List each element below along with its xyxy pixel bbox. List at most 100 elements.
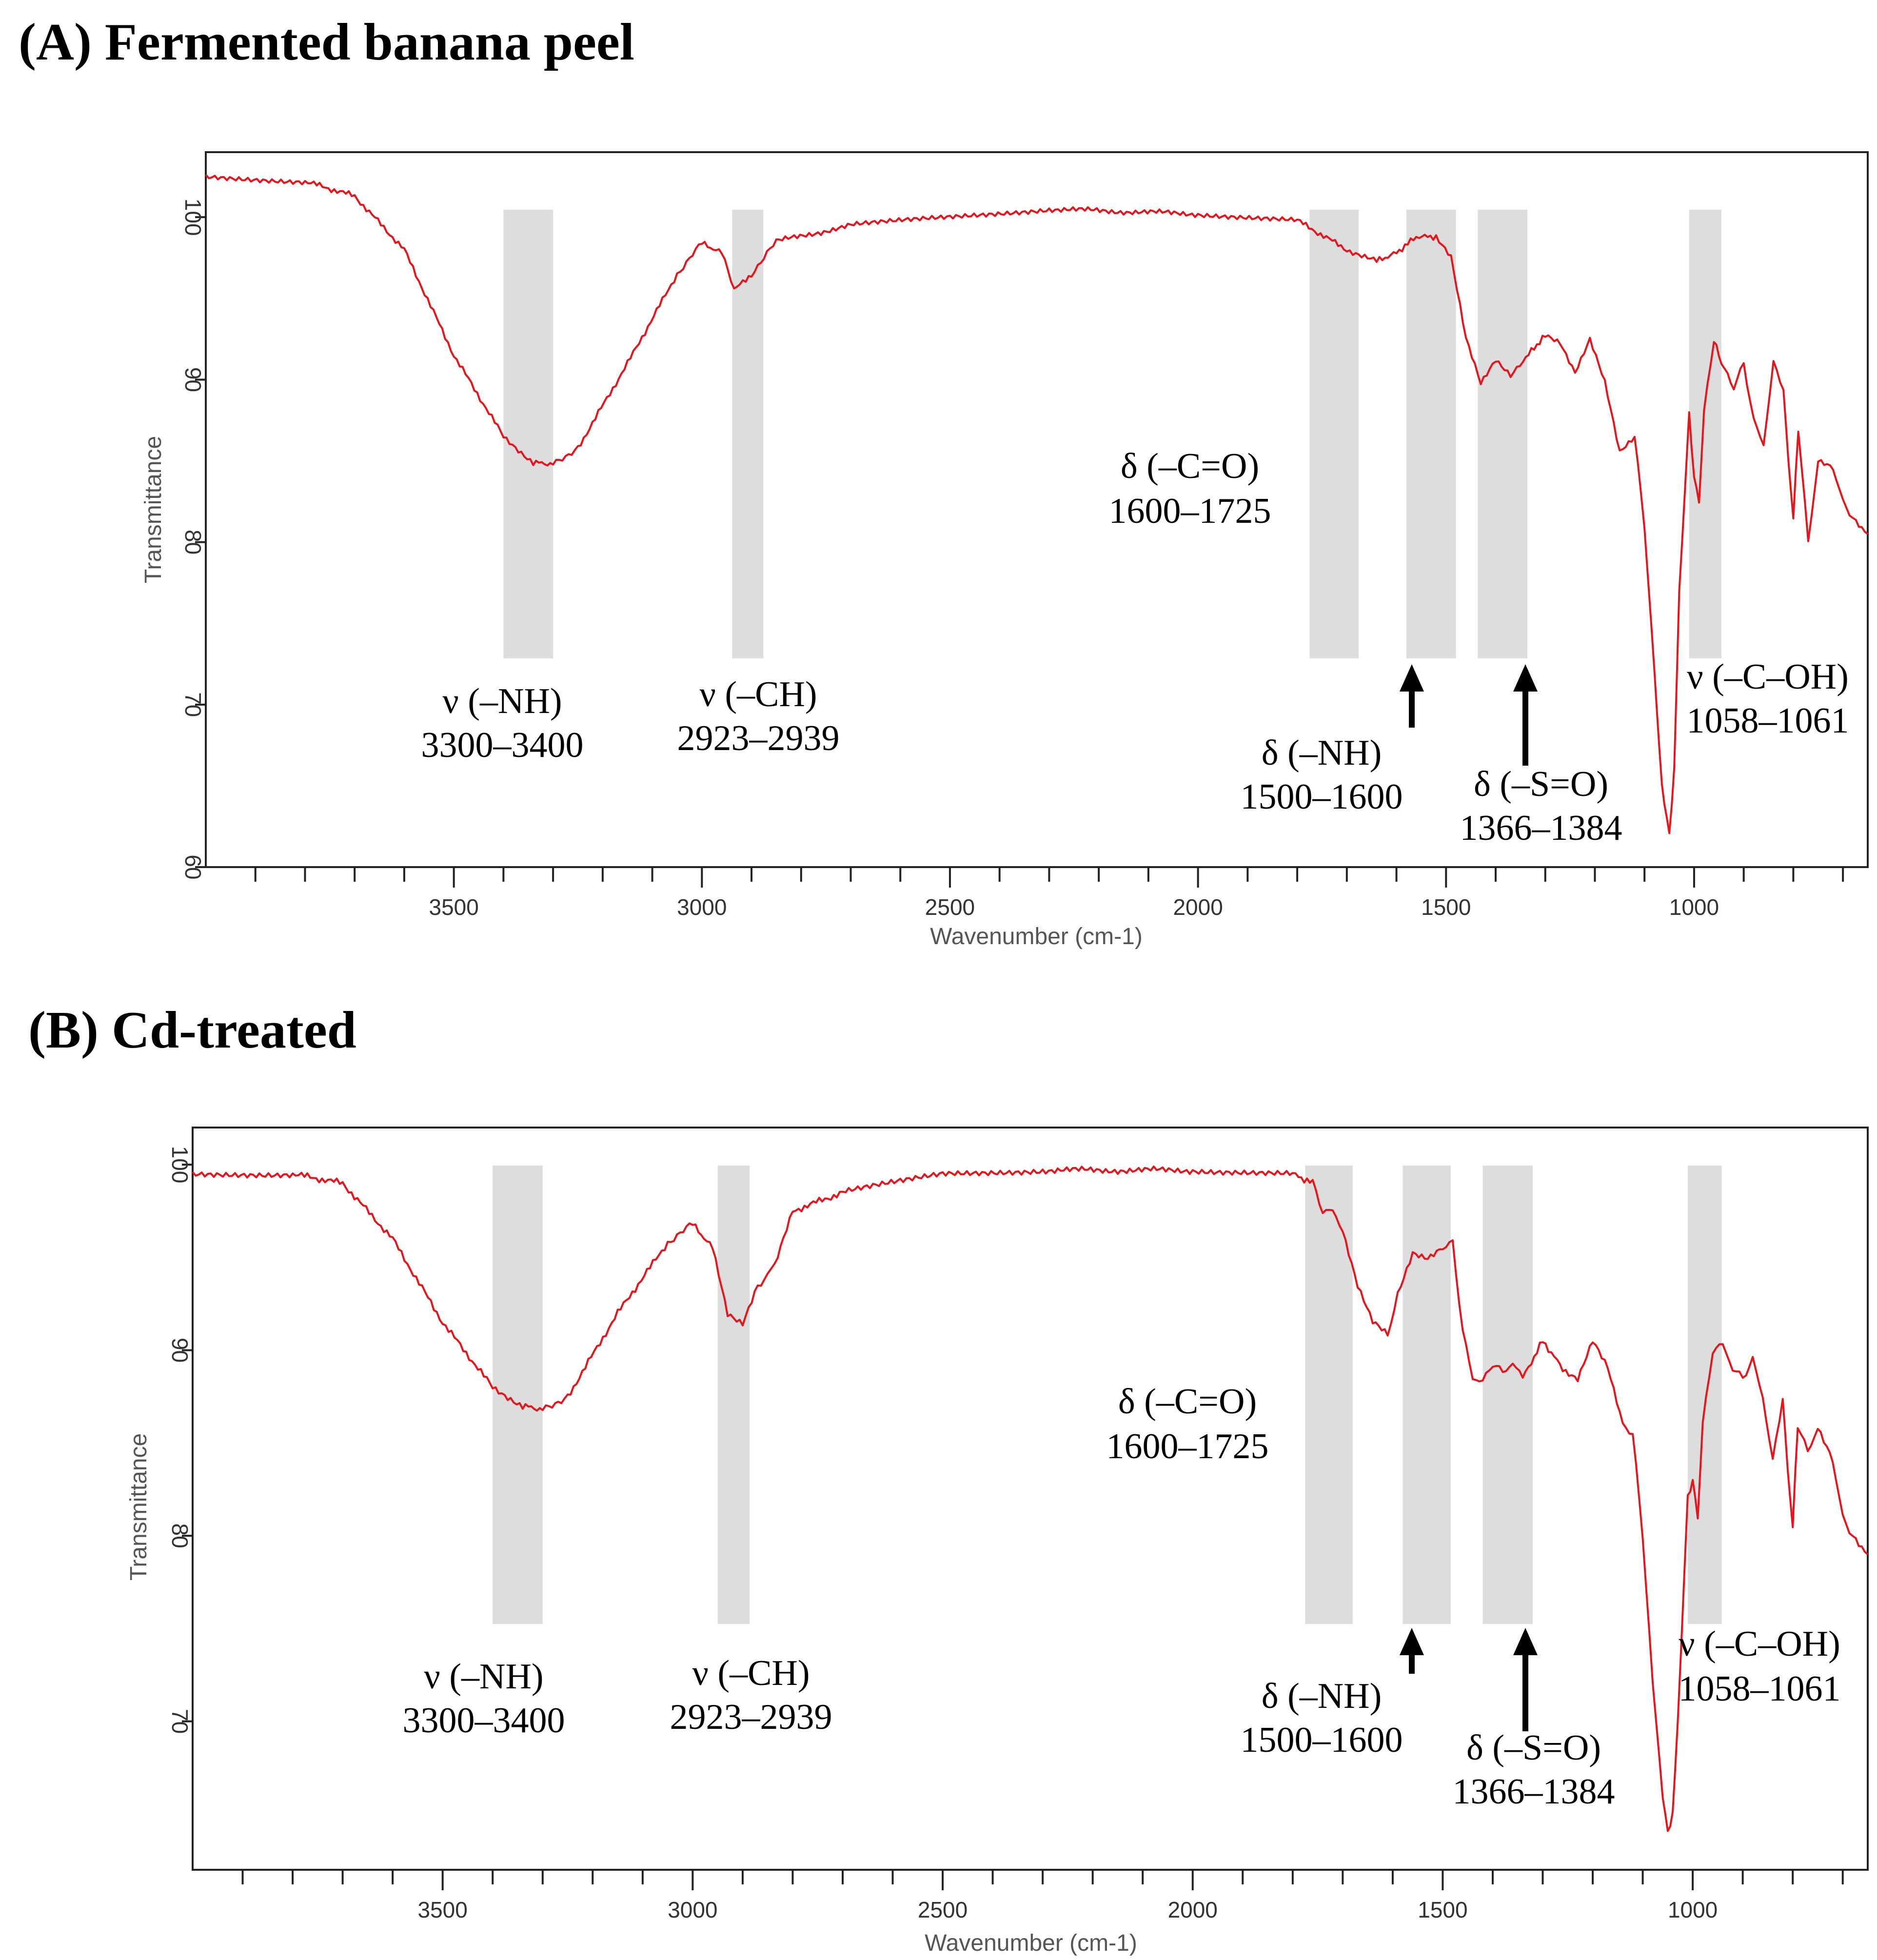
ann-group: (–NH) (449, 1657, 543, 1697)
absorption-band-1 (503, 210, 553, 658)
y-tick-label: 90 (180, 367, 206, 392)
arrow-up-icon (1400, 1628, 1424, 1655)
panel-b-annotation-coh-stretch: ν (–C–OH) 1058–1061 (1679, 1624, 1841, 1709)
panel-a-annotation-ch-stretch: ν (–CH) 2923–2939 (677, 674, 840, 758)
x-tick-label: 3500 (429, 894, 478, 920)
ann-range: 2923–2939 (677, 718, 840, 758)
ann-symbol: ν (424, 1657, 440, 1697)
ann-group: (–C=O) (1144, 1382, 1257, 1422)
panel-b-y-axis-title: Transmittance (126, 1433, 152, 1581)
ann-symbol: ν (692, 1653, 708, 1693)
x-tick-label: 3500 (418, 1897, 468, 1922)
panel-b-annotation-co-bend: δ (–C=O) 1600–1725 (1106, 1382, 1269, 1466)
svg-text:ν (–NH): ν (–NH) (442, 681, 562, 721)
panel-b-annotation-ch-stretch: ν (–CH) 2923–2939 (670, 1653, 832, 1737)
ann-range: 1058–1061 (1679, 1669, 1841, 1709)
ann-symbol: δ (1262, 733, 1279, 773)
svg-text:δ (–C=O): δ (–C=O) (1118, 1382, 1257, 1422)
svg-text:δ (–C=O): δ (–C=O) (1121, 446, 1259, 486)
panel-b-title: (B) Cd-treated (28, 1001, 356, 1059)
absorption-band-3 (1305, 1166, 1353, 1624)
absorption-band-5 (1478, 210, 1528, 658)
absorption-band-1 (493, 1166, 543, 1624)
absorption-band-5 (1482, 1166, 1533, 1624)
arrow-up-icon (1513, 664, 1538, 692)
ann-range: 1366–1384 (1453, 1772, 1615, 1812)
panel-a-x-axis-title: Wavenumber (cm-1) (930, 924, 1143, 950)
svg-text:ν (–C–OH): ν (–C–OH) (1687, 657, 1849, 697)
ann-symbol: ν (1679, 1624, 1695, 1664)
absorption-band-6 (1687, 1166, 1722, 1624)
ann-group: (–NH) (1287, 1676, 1382, 1716)
arrow-up-icon (1400, 664, 1424, 692)
panel-a-ticks: 3500 3000 2500 2000 1500 1000 60 70 80 90 100 (180, 198, 1844, 920)
panel-b: (B) Cd-treated 3500 3000 2500 2000 1500 1000 7… (28, 1001, 1869, 1956)
ann-symbol: δ (1466, 1728, 1483, 1768)
ann-group: (–S=O) (1492, 1728, 1601, 1768)
y-tick-label: 100 (180, 198, 206, 236)
panel-b-ticks: 3500 3000 2500 2000 1500 1000 70 80 90 100 (167, 1146, 1844, 1922)
y-tick-label: 80 (180, 530, 206, 554)
svg-text:ν (–CH): ν (–CH) (699, 674, 817, 714)
svg-text:ν (–CH): ν (–CH) (692, 1653, 810, 1693)
x-tick-label: 1000 (1669, 894, 1719, 920)
panel-a: (A) Fermented banana peel 3500 3000 2500 20… (19, 13, 1869, 950)
ann-symbol: ν (1687, 657, 1703, 697)
ann-symbol: δ (1118, 1382, 1135, 1422)
panel-a-y-axis-title: Transmittance (140, 436, 166, 583)
panel-b-x-axis-title: Wavenumber (cm-1) (925, 1930, 1137, 1956)
x-tick-label: 2500 (925, 894, 975, 920)
panel-b-annotation-nh-stretch: ν (–NH) 3300–3400 (403, 1657, 565, 1741)
ann-range: 1366–1384 (1460, 808, 1622, 848)
y-tick-label: 60 (180, 854, 206, 879)
panel-b-spectrum-line (192, 1165, 1869, 1832)
svg-text:ν (–NH): ν (–NH) (424, 1657, 543, 1697)
panel-b-arrow-nh (1400, 1628, 1424, 1674)
svg-text:δ (–NH): δ (–NH) (1262, 1676, 1382, 1716)
ann-symbol: ν (699, 674, 715, 714)
panel-b-bands (493, 1166, 1722, 1624)
y-tick-label: 100 (167, 1146, 193, 1184)
panel-a-title: (A) Fermented banana peel (19, 13, 634, 71)
ann-range: 1500–1600 (1241, 1720, 1403, 1760)
absorption-band-4 (1403, 1166, 1451, 1624)
absorption-band-2 (717, 1166, 750, 1624)
x-tick-label: 1500 (1421, 894, 1471, 920)
x-tick-label: 1500 (1418, 1897, 1467, 1922)
x-tick-label: 2000 (1168, 1897, 1218, 1922)
panel-a-arrow-nh (1400, 664, 1424, 728)
arrow-up-icon (1513, 1628, 1538, 1655)
panel-b-plot-frame (192, 1127, 1869, 1871)
panel-a-annotation-coh-stretch: ν (–C–OH) 1058–1061 (1687, 657, 1849, 741)
ann-range: 1058–1061 (1687, 701, 1849, 741)
panel-a-spectrum-line (205, 174, 1869, 834)
x-tick-label: 2500 (918, 1897, 968, 1922)
svg-text:δ (–NH): δ (–NH) (1262, 733, 1382, 773)
ann-group: (–C–OH) (1704, 1624, 1840, 1664)
panel-b-arrow-so (1513, 1628, 1538, 1731)
ann-symbol: δ (1121, 446, 1138, 486)
panel-a-bands (503, 210, 1721, 658)
panel-a-annotation-nh-bend: δ (–NH) 1500–1600 (1241, 733, 1403, 817)
ann-group: (–C=O) (1146, 446, 1259, 486)
ann-range: 1500–1600 (1241, 777, 1403, 817)
ann-range: 2923–2939 (670, 1697, 832, 1737)
ann-group: (–NH) (468, 681, 562, 721)
panel-a-annotation-so-bend: δ (–S=O) 1366–1384 (1460, 764, 1622, 848)
x-tick-label: 2000 (1173, 894, 1223, 920)
ann-group: (–C–OH) (1712, 657, 1849, 697)
panel-a-arrow-so (1513, 664, 1538, 766)
absorption-band-3 (1309, 210, 1359, 658)
y-tick-label: 70 (180, 692, 206, 717)
panel-a-annotation-nh-stretch: ν (–NH) 3300–3400 (421, 681, 584, 765)
absorption-band-4 (1406, 210, 1456, 658)
ann-group: (–S=O) (1500, 764, 1608, 804)
ann-range: 1600–1725 (1109, 491, 1271, 531)
ann-range: 3300–3400 (421, 725, 584, 765)
y-tick-label: 70 (167, 1709, 193, 1734)
absorption-band-6 (1689, 210, 1721, 658)
ann-range: 1600–1725 (1106, 1426, 1269, 1466)
x-tick-label: 3000 (668, 1897, 717, 1922)
absorption-band-2 (732, 210, 764, 658)
